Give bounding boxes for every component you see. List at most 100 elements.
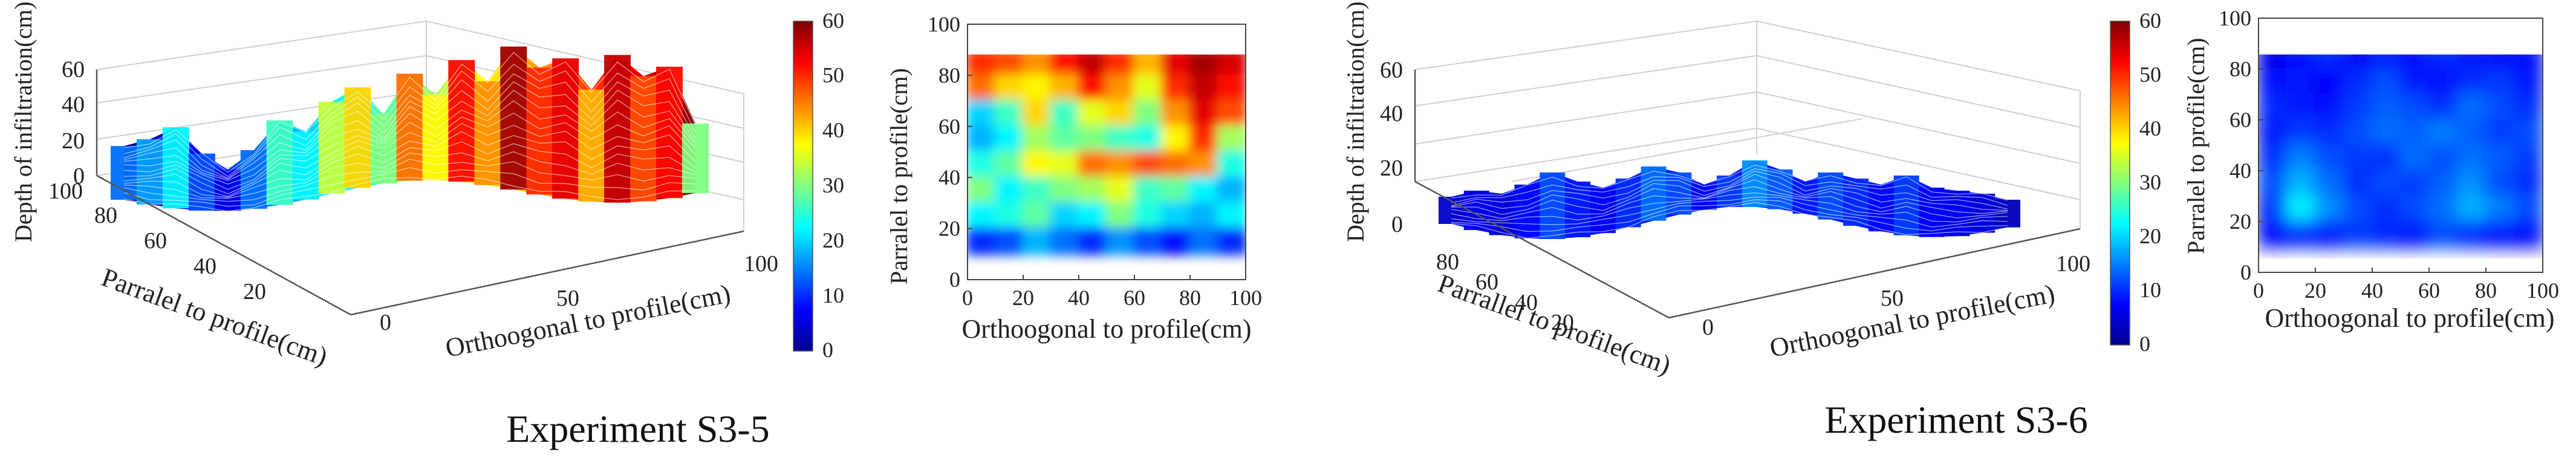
heatmap-cell: [2428, 68, 2459, 96]
heatmap-cell: [1078, 99, 1108, 128]
s35-y-tick: 0: [380, 310, 391, 335]
surface-streak: [1451, 174, 2008, 211]
heatmap-cell: [1189, 74, 1219, 102]
surface-streak: [1451, 192, 2008, 223]
heatmap-cell: [2371, 93, 2402, 121]
heatmap-cell: [1133, 99, 1163, 128]
heatmap-cell: [1133, 202, 1163, 230]
heatmap-cell: [2314, 54, 2345, 70]
heatmap-cell: [2428, 144, 2459, 172]
heatmap-cell: [2314, 144, 2345, 172]
heatmap-cell: [1050, 125, 1080, 153]
heatmap-cell: [2456, 54, 2487, 70]
heatmap-cell: [2428, 54, 2459, 70]
s35-z-tick: 0: [73, 163, 85, 189]
heatmap-cell: [2399, 119, 2430, 146]
s35-x-ticks: 50 100: [556, 251, 778, 311]
s36-y-ticks: 80 60 40 20 0: [1436, 249, 1714, 340]
heatmap-cell: [2513, 93, 2543, 121]
y-tick-label: 0: [2240, 260, 2251, 284]
heatmap-cell: [2371, 195, 2402, 223]
heatmap-cell: [994, 176, 1024, 205]
s35-z-label: Depth of infiltration(cm): [10, 1, 37, 242]
y-tick-label: 100: [2219, 6, 2251, 30]
surface-streak: [123, 151, 696, 199]
surface-streak: [1451, 170, 2008, 210]
surface-streak: [123, 81, 696, 180]
surface-streak: [123, 176, 695, 212]
heatmap-cell: [2286, 119, 2317, 146]
heatmap-cell: [2513, 68, 2543, 96]
s35-y-tick: 80: [94, 203, 117, 228]
surface-streak: [123, 90, 696, 181]
x-tick-label: 0: [2253, 278, 2264, 303]
heatmap-cell: [2456, 93, 2487, 121]
heatmap-cell: [1078, 202, 1108, 230]
heatmap-cell: [2343, 119, 2373, 146]
heatmap-cell: [1161, 227, 1191, 255]
heatmap-cell: [1189, 176, 1219, 205]
heatmap-cell: [1050, 227, 1080, 255]
heatmap-cell: [2371, 220, 2402, 248]
s35-colorbar: [793, 21, 813, 352]
heatmap-cell: [2314, 169, 2345, 197]
heatmap-cell: [2259, 54, 2288, 70]
s36-map-panel: 0 20 40 60 80 100 0 20 40 60 80 100 Parralel to pro…: [2182, 6, 2559, 333]
heatmap-cell: [2513, 119, 2543, 146]
s36-z-tick: 60: [1380, 57, 1403, 83]
s35-cbar-tick: 0: [822, 338, 833, 362]
surface-streak: [123, 167, 696, 207]
s36-caption: Experiment S3-6: [1824, 398, 2087, 441]
heatmap-cell: [968, 125, 997, 153]
heatmap-cell: [2513, 54, 2543, 70]
heatmap-cell: [2456, 169, 2487, 197]
heatmap-cell: [968, 74, 997, 102]
s35-z-tick: 20: [62, 128, 85, 154]
heatmap-cell: [994, 125, 1024, 153]
heatmap-cell: [2399, 93, 2430, 121]
s36-z-ticks: 0 20 40 60: [1380, 57, 1403, 237]
s36-cbar-tick: 10: [2139, 278, 2161, 302]
heatmap-cell: [2428, 93, 2459, 121]
s35-x-tick: 100: [744, 251, 778, 277]
heatmap-cell: [968, 202, 997, 230]
s36-cbar-tick: 40: [2139, 116, 2161, 140]
heatmap-cell: [2314, 195, 2345, 223]
surface-streak: [123, 123, 696, 195]
s36-cbar-tick: 30: [2139, 170, 2161, 194]
y-tick-label: 0: [949, 268, 960, 292]
s35-surface-panel: 0 20 40 60 100 80 60 40 20 0 50 100 Dept…: [10, 1, 844, 450]
x-tick-label: 100: [1229, 286, 1262, 310]
s36-z-tick: 0: [1391, 212, 1403, 237]
heatmap-cell: [1105, 227, 1136, 255]
heatmap-cell: [2399, 54, 2430, 70]
heatmap-cell: [2343, 144, 2373, 172]
s35-map-ticks: 0 20 40 60 80 100 0 20 40 60 80 100: [928, 12, 1262, 310]
s35-cbar-tick: 30: [822, 173, 844, 197]
heatmap-cell: [1133, 227, 1163, 255]
heatmap-cell: [1189, 202, 1219, 230]
y-tick-label: 100: [928, 12, 960, 36]
heatmap-cell: [2286, 54, 2317, 70]
s35-cbar-tick: 10: [822, 283, 844, 307]
s35-y-ticks: 100 80 60 40 20 0: [48, 179, 391, 335]
heatmap-cell: [2314, 119, 2345, 146]
surface-streak: [123, 131, 696, 197]
s36-x-tick: 100: [2056, 251, 2090, 277]
heatmap-cell: [2343, 195, 2373, 223]
heatmap-cell: [2456, 68, 2487, 96]
s36-y-tick: 20: [1551, 310, 1574, 335]
heatmap-cell: [968, 151, 997, 179]
heatmap-cell: [1189, 151, 1219, 179]
surface-streak: [123, 100, 696, 185]
s35-cbar-tick: 60: [822, 8, 844, 33]
s36-y-tick: 0: [1702, 315, 1714, 340]
heatmap-cell: [2399, 195, 2430, 223]
s36-colorbar: [2110, 21, 2130, 346]
x-tick-label: 40: [2361, 278, 2383, 303]
s36-y-tick: 80: [1436, 249, 1459, 275]
heatmap-cell: [2485, 54, 2516, 70]
s35-cbar-tick: 50: [822, 63, 844, 87]
surface-streak: [123, 64, 696, 177]
